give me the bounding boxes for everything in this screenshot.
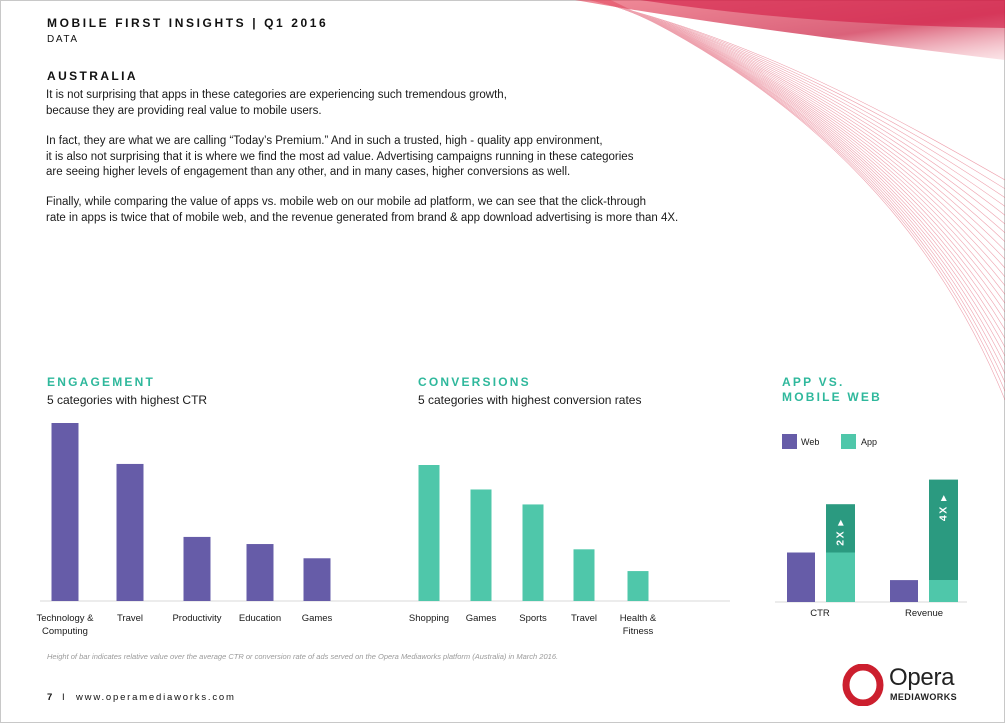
category-label: Games xyxy=(466,613,497,624)
report-subtitle: DATA xyxy=(47,34,79,45)
bar xyxy=(418,465,440,601)
category-label: Productivity xyxy=(172,613,221,624)
paragraph-1-line-2: because they are providing real value to… xyxy=(46,104,322,117)
category-label: Technology & xyxy=(36,613,94,624)
logo-name: Opera xyxy=(889,664,955,691)
page-number: 7 xyxy=(47,692,53,703)
bar xyxy=(470,489,492,601)
category-label: CTR xyxy=(810,608,830,619)
category-label: Shopping xyxy=(409,613,449,624)
footer-separator: I xyxy=(62,692,65,703)
bar xyxy=(246,544,274,601)
app-vs-web-title-line-1: APP VS. xyxy=(782,375,845,389)
conversions-title: CONVERSIONS xyxy=(418,375,531,389)
wave-line xyxy=(596,0,1005,251)
legend-swatch-app xyxy=(841,434,856,449)
bar xyxy=(573,549,595,601)
category-label: Revenue xyxy=(905,608,943,619)
footer-url[interactable]: www.operamediaworks.com xyxy=(76,692,236,703)
wave-line xyxy=(589,0,1005,181)
legend-swatch-web xyxy=(782,434,797,449)
engagement-subtitle: 5 categories with highest CTR xyxy=(47,393,208,407)
wave-line xyxy=(593,0,1005,225)
bar xyxy=(522,504,544,601)
report-title: MOBILE FIRST INSIGHTS | Q1 2016 xyxy=(47,16,329,30)
category-label: Travel xyxy=(571,613,597,624)
paragraph-3-line-1: Finally, while comparing the value of ap… xyxy=(46,196,647,208)
wave-line xyxy=(591,0,1005,198)
bar-web xyxy=(890,580,918,602)
wave-line xyxy=(594,0,1005,234)
legend-label-web: Web xyxy=(801,437,819,447)
multiplier-annotation: 4X ▸ xyxy=(937,494,949,521)
wave-line xyxy=(597,0,1005,260)
paragraph-1: It is not surprising that apps in these … xyxy=(46,88,746,119)
wave-line xyxy=(592,0,1005,207)
paragraph-3-line-2: rate in apps is twice that of mobile web… xyxy=(46,211,679,224)
conversions-chart: Shopping Games Sports Travel Health & Fitness xyxy=(400,465,730,637)
wave-line xyxy=(609,0,1005,401)
bar xyxy=(116,463,144,601)
wave-line xyxy=(590,0,1005,190)
engagement-chart: Technology & Computing Travel Productivity E… xyxy=(36,423,730,637)
category-label: Computing xyxy=(42,626,88,637)
category-label: Fitness xyxy=(623,626,654,637)
paragraph-2-line-2: it is also not surprising that it is whe… xyxy=(46,150,634,163)
wave-line xyxy=(597,0,1005,269)
bar-web xyxy=(787,552,815,602)
category-label: Health & xyxy=(620,613,657,624)
opera-o-icon xyxy=(842,664,884,706)
category-label: Sports xyxy=(519,613,547,624)
bar-app-base xyxy=(929,580,958,602)
paragraph-2: In fact, they are what we are calling “T… xyxy=(46,134,746,181)
wave-line xyxy=(595,0,1005,242)
logo-sub: MEDIAWORKS xyxy=(890,692,957,702)
app-vs-web-chart: Web App 2X ▸ CTR 4X ▸ Revenue xyxy=(775,434,967,619)
app-vs-web-title: APP VS. MOBILE WEB xyxy=(782,375,882,405)
wave-line xyxy=(593,0,1005,216)
country-heading: AUSTRALIA xyxy=(47,69,138,83)
footnote: Height of bar indicates relative value o… xyxy=(47,652,559,661)
app-vs-web-title-line-2: MOBILE WEB xyxy=(782,390,882,404)
legend-label-app: App xyxy=(861,437,877,447)
engagement-title: ENGAGEMENT xyxy=(47,375,156,389)
paragraph-3: Finally, while comparing the value of ap… xyxy=(46,195,746,226)
paragraph-2-line-1: In fact, they are what we are calling “T… xyxy=(46,135,603,147)
category-label: Travel xyxy=(117,613,143,624)
bar xyxy=(303,558,331,601)
paragraph-2-line-3: are seeing higher levels of engagement t… xyxy=(46,166,571,178)
paragraph-1-line-1: It is not surprising that apps in these … xyxy=(46,89,507,101)
category-label: Games xyxy=(302,613,333,624)
category-label: Education xyxy=(239,613,281,624)
bar-app-base xyxy=(826,552,855,602)
conversions-subtitle: 5 categories with highest conversion rat… xyxy=(418,393,642,407)
bar xyxy=(51,423,79,601)
multiplier-annotation: 2X ▸ xyxy=(834,519,846,546)
bar xyxy=(627,571,649,601)
bar xyxy=(183,536,211,601)
